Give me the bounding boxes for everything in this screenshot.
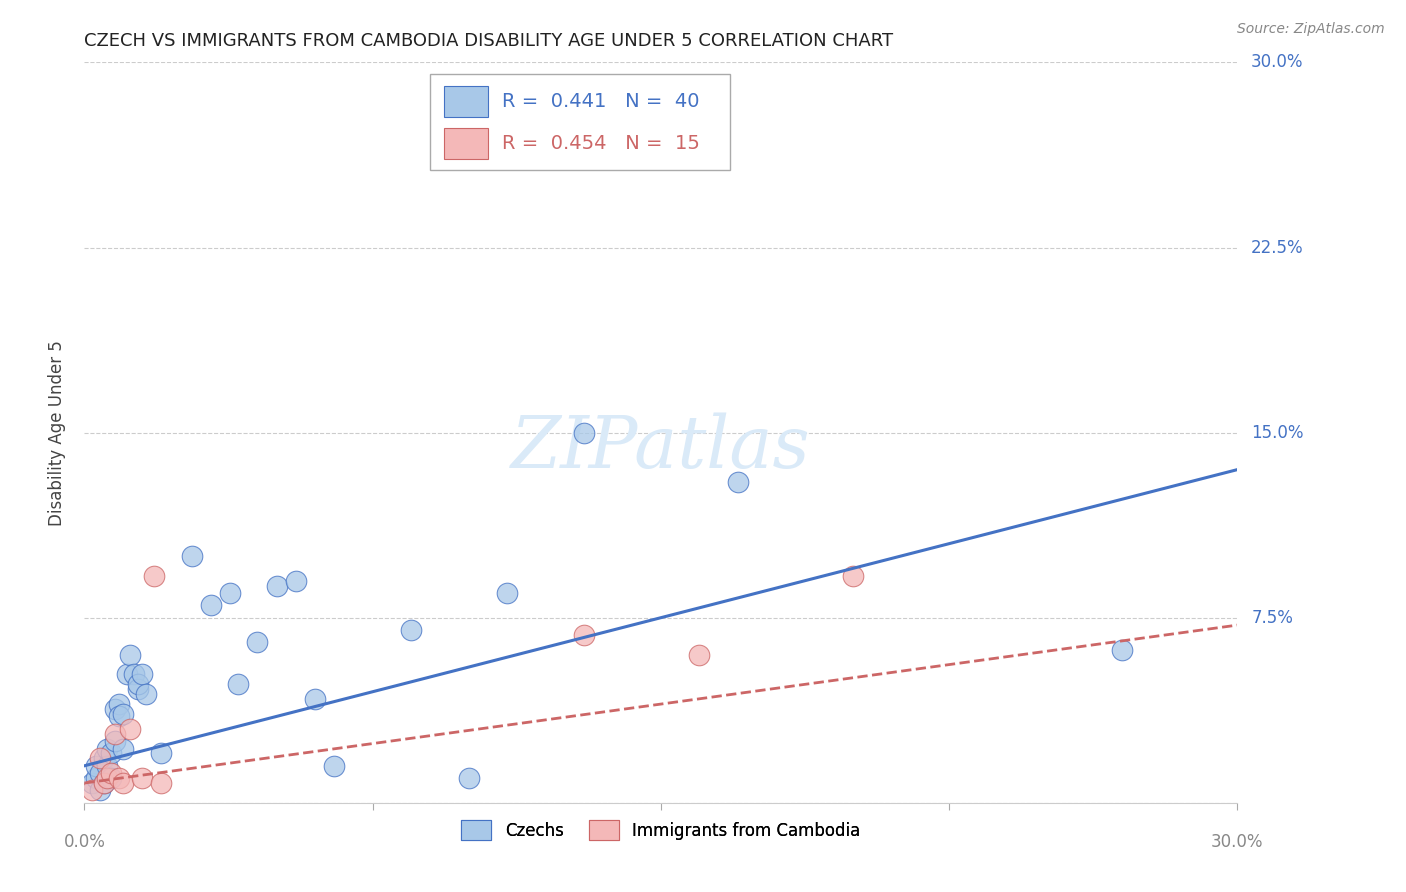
Point (111, 741, 134, 756)
Point (89, 783, 111, 797)
Text: 7.5%: 7.5% (1251, 608, 1294, 627)
Point (89, 751, 111, 765)
Point (93, 776, 115, 790)
Point (108, 697, 131, 711)
Point (727, 475, 749, 489)
Point (131, 771, 153, 785)
Point (135, 687, 157, 701)
Point (304, 692, 326, 706)
Point (124, 667, 146, 681)
Point (496, 586, 519, 600)
Point (89, 766, 111, 780)
Text: Source: ZipAtlas.com: Source: ZipAtlas.com (1237, 22, 1385, 37)
FancyBboxPatch shape (430, 73, 730, 169)
Point (96, 741, 118, 756)
Point (266, 579, 288, 593)
Point (104, 702, 127, 716)
Point (111, 706, 134, 721)
Point (93, 776, 115, 790)
Point (142, 568, 165, 582)
Text: 30.0%: 30.0% (1251, 54, 1303, 71)
FancyBboxPatch shape (444, 87, 488, 117)
Text: 22.5%: 22.5% (1251, 238, 1303, 257)
Point (120, 722, 142, 736)
Point (131, 667, 153, 681)
Point (842, 568, 865, 582)
Point (572, 425, 595, 440)
Point (284, 574, 307, 588)
Text: ZIPatlas: ZIPatlas (510, 412, 811, 483)
Point (120, 648, 142, 662)
Point (127, 677, 149, 691)
Text: R =  0.454   N =  15: R = 0.454 N = 15 (502, 135, 700, 153)
Point (93, 751, 115, 765)
Point (457, 771, 479, 785)
Point (100, 747, 122, 761)
FancyBboxPatch shape (444, 128, 488, 160)
Text: 0.0%: 0.0% (63, 833, 105, 851)
Point (127, 682, 149, 697)
Point (226, 677, 249, 691)
Point (80, 783, 103, 797)
Point (104, 734, 127, 748)
Point (150, 776, 173, 790)
Point (84, 771, 107, 785)
Point (104, 727, 127, 741)
Point (150, 747, 173, 761)
Point (84, 758, 107, 772)
Point (108, 709, 131, 723)
Point (108, 771, 131, 785)
Point (246, 635, 269, 649)
Point (219, 586, 242, 600)
Y-axis label: Disability Age Under 5: Disability Age Under 5 (48, 340, 66, 525)
Point (399, 623, 422, 637)
Text: R =  0.441   N =  40: R = 0.441 N = 40 (502, 92, 699, 112)
Point (115, 667, 138, 681)
Point (100, 771, 122, 785)
Point (100, 766, 122, 780)
Text: 30.0%: 30.0% (1211, 833, 1264, 851)
Point (200, 599, 222, 613)
Point (323, 758, 346, 772)
Point (572, 628, 595, 642)
Point (688, 648, 710, 662)
Text: 15.0%: 15.0% (1251, 424, 1303, 442)
Point (80, 776, 103, 790)
Text: CZECH VS IMMIGRANTS FROM CAMBODIA DISABILITY AGE UNDER 5 CORRELATION CHART: CZECH VS IMMIGRANTS FROM CAMBODIA DISABI… (84, 32, 893, 50)
Point (111, 776, 134, 790)
Point (96, 758, 118, 772)
Point (1111, 642, 1133, 657)
Point (96, 771, 118, 785)
Legend: Czechs, Immigrants from Cambodia: Czechs, Immigrants from Cambodia (454, 814, 868, 847)
Point (181, 549, 204, 563)
